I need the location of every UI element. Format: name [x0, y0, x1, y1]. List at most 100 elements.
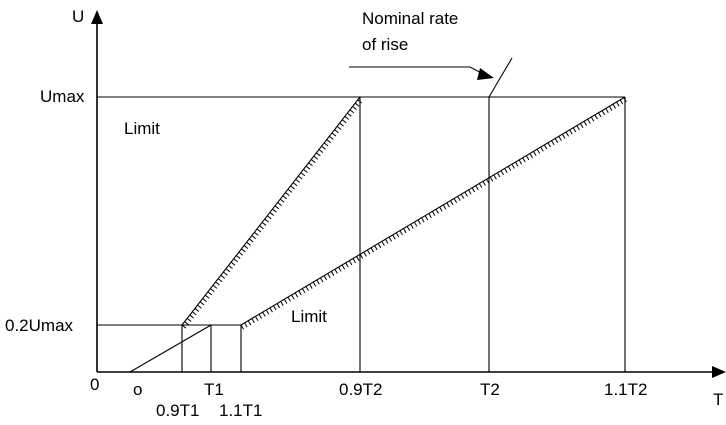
hatch-mark — [413, 221, 418, 227]
hatch-mark — [551, 140, 555, 146]
hatch-mark — [320, 277, 324, 283]
hatch-mark — [561, 133, 566, 139]
tick-0.9t2: 0.9T2 — [339, 380, 382, 399]
hatch-mark — [282, 195, 288, 200]
hatch-mark — [598, 112, 602, 118]
hatch-mark — [565, 131, 570, 137]
y-axis-label: U — [72, 7, 84, 26]
hatch-mark — [403, 228, 407, 234]
hatch-mark — [274, 205, 280, 210]
hatch-mark — [309, 284, 313, 289]
hatch-mark — [605, 108, 609, 113]
hatch-mark — [583, 121, 588, 126]
hatch-mark — [377, 243, 382, 249]
hatch-mark — [489, 176, 494, 182]
hatch-mark — [601, 110, 606, 116]
hatch-mark — [323, 275, 328, 281]
hatch-mark — [496, 172, 501, 178]
hatch-mark — [357, 99, 363, 104]
hatch-mark — [308, 162, 313, 167]
hatch-mark — [316, 279, 320, 285]
hatch-mark — [251, 318, 255, 324]
hatch-mark — [210, 288, 215, 293]
hatch-mark — [189, 314, 195, 319]
hatch-mark — [348, 260, 353, 266]
hatch-mark — [258, 314, 263, 319]
hatch-mark — [276, 303, 281, 309]
y-axis-arrow-icon — [91, 10, 103, 24]
hatch-mark — [313, 155, 319, 160]
hatch-mark — [572, 127, 577, 133]
umax-label: Umax — [40, 87, 85, 106]
hatch-mark — [287, 296, 291, 302]
limit-lower-label: Limit — [291, 307, 327, 326]
hatch-mark — [533, 151, 537, 156]
hatch-mark — [352, 258, 356, 264]
hatch-mark — [230, 261, 236, 266]
hatch-mark — [305, 165, 311, 170]
hatch-mark — [446, 202, 450, 208]
hatch-mark — [529, 153, 533, 159]
hatch-mark — [204, 294, 210, 299]
hatch-mark — [338, 266, 342, 272]
hatch-mark — [374, 245, 378, 251]
hatch-mark — [347, 112, 352, 117]
hatch-mark — [341, 264, 346, 270]
x-axis-arrow-icon — [712, 366, 726, 378]
hatch-mark — [336, 125, 342, 130]
hatch-mark — [569, 129, 573, 135]
nominal-rise-line — [129, 324, 212, 373]
hatch-mark — [370, 247, 374, 253]
nominal-rate-label: Nominal rate — [362, 9, 458, 28]
hatch-mark — [316, 152, 321, 157]
tick-1.1t1: 1.1T1 — [219, 401, 262, 420]
shallow-limit-line — [240, 96, 626, 326]
hatch-mark — [619, 99, 624, 105]
hatch-mark — [460, 193, 465, 199]
hatch-mark — [543, 144, 548, 150]
hatch-mark — [330, 271, 335, 276]
hatch-mark — [269, 212, 275, 216]
hatch-mark — [424, 215, 429, 221]
hatch-mark — [291, 294, 295, 300]
hatch-mark — [525, 155, 530, 161]
hatch-mark — [318, 149, 324, 154]
hatch-mark — [256, 228, 262, 233]
hatch-mark — [259, 225, 264, 230]
hatch-mark — [186, 317, 192, 322]
hatch-mark — [326, 139, 331, 144]
hatch-mark — [428, 213, 432, 219]
hatch-mark — [279, 198, 285, 203]
hatch-mark — [254, 231, 259, 236]
hatch-mark — [359, 253, 364, 259]
hatch-mark — [199, 301, 205, 306]
hatch-mark — [329, 135, 334, 140]
hatch-mark — [207, 291, 213, 296]
hatch-mark — [410, 223, 414, 229]
hatch-mark — [264, 218, 269, 223]
hatch-mark — [536, 148, 541, 154]
hatch-mark — [515, 161, 519, 167]
hatch-mark — [399, 230, 403, 236]
hatch-mark — [248, 238, 254, 243]
hatch-mark — [435, 208, 439, 214]
hatch-mark — [261, 221, 267, 226]
hatch-mark — [507, 166, 512, 171]
hatch-mark — [298, 290, 302, 296]
hatch-mark — [478, 183, 483, 189]
hatch-mark — [272, 208, 277, 213]
hatch-mark — [439, 206, 443, 212]
hatch-mark — [558, 136, 562, 141]
hatch-mark — [220, 274, 226, 279]
nominal-leader-line — [349, 66, 490, 78]
hatch-mark — [344, 116, 350, 120]
hatch-mark — [295, 178, 300, 183]
hatch-mark — [184, 321, 189, 326]
hatch-mark — [616, 101, 620, 107]
hatch-mark — [217, 278, 223, 283]
hatch-mark — [388, 236, 393, 242]
hatch-mark — [194, 308, 200, 312]
origin-label: 0 — [90, 375, 99, 394]
hatch-mark — [297, 175, 303, 180]
hatch-mark — [273, 305, 277, 311]
